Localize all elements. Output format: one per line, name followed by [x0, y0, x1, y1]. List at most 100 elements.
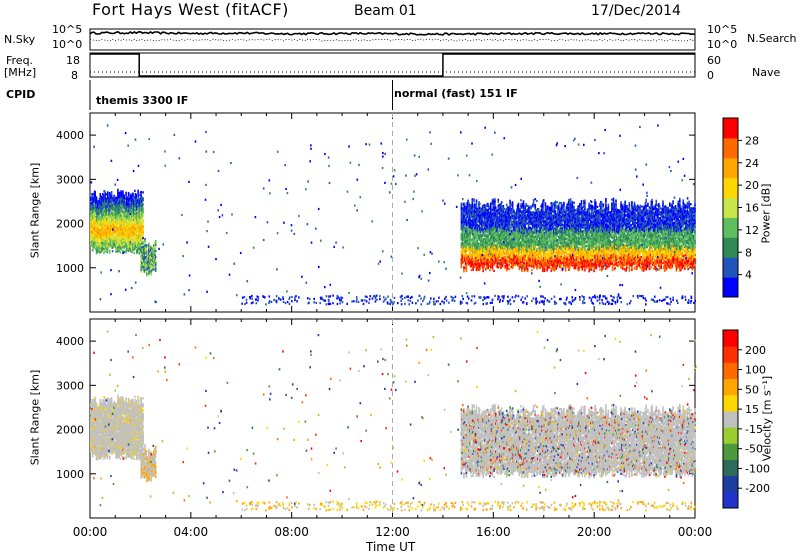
power-cell [119, 193, 121, 196]
velocity-cell [95, 421, 97, 424]
power-cell [137, 189, 139, 192]
velocity-cell [145, 454, 148, 457]
power-cell [120, 246, 123, 249]
velocity-cell [460, 470, 463, 473]
velocity-cell [142, 415, 144, 418]
velocity-cell [90, 402, 92, 405]
power-cell [103, 249, 105, 252]
velocity-cell [137, 414, 140, 417]
velocity-cell [104, 400, 107, 403]
power-cell [111, 220, 113, 224]
power-cell [117, 240, 120, 243]
velocity-cell [105, 448, 107, 451]
velocity-cell [103, 410, 105, 413]
power-cell [120, 208, 123, 211]
velocity-cell [139, 435, 142, 438]
velocity-cell [137, 397, 139, 400]
velocity-cell [141, 422, 144, 425]
power-cell [97, 199, 100, 203]
power-cell [103, 225, 105, 229]
x-axis-label: Time UT [366, 541, 415, 553]
velocity-cell [95, 404, 98, 407]
velocity-cell [126, 419, 129, 422]
power-cell [108, 198, 111, 201]
power-cell [125, 195, 127, 198]
power-cell [125, 251, 127, 254]
velocity-cell [135, 400, 137, 403]
power-cell [121, 198, 124, 202]
velocity-cell [141, 402, 143, 405]
velocity-cell [125, 403, 128, 406]
power-cell [460, 202, 463, 205]
power-cell [102, 195, 105, 198]
velocity-cell [142, 439, 144, 442]
velocity-cell [107, 401, 109, 404]
power-cell [107, 211, 109, 214]
velocity-cell [108, 402, 111, 405]
velocity-cell [132, 432, 134, 435]
power-cell [110, 197, 112, 200]
velocity-ytick-label: 2000 [56, 424, 84, 437]
velocity-cell [106, 447, 108, 450]
power-cell [138, 206, 141, 209]
power-cell [95, 205, 97, 209]
velocity-cell [110, 401, 113, 404]
n-sky-label: N.Sky [4, 34, 35, 45]
power-cell [93, 230, 95, 233]
noise-search-line [89, 38, 696, 42]
power-cell [111, 238, 113, 241]
power-cell [150, 273, 153, 276]
power-cell [142, 235, 144, 238]
velocity-cell [91, 417, 94, 420]
velocity-cell [125, 437, 128, 440]
power-cell [135, 213, 137, 217]
velocity-cell [98, 457, 101, 460]
velocity-cell [108, 443, 111, 446]
velocity-cell [137, 407, 139, 410]
velocity-cell [154, 445, 157, 449]
velocity-cell [154, 461, 157, 464]
power-cell [136, 237, 139, 240]
power-cell [93, 216, 95, 219]
velocity-cell [141, 406, 143, 409]
power-cell [121, 236, 124, 239]
power-cell [139, 227, 141, 230]
power-cell [141, 240, 143, 243]
power-cell [132, 224, 134, 227]
power-cell [120, 244, 123, 247]
power-cell [154, 265, 157, 268]
power-cell [120, 196, 122, 199]
power-cell [120, 204, 122, 207]
power-cell [127, 239, 129, 242]
velocity-colorbar-tick-label: 200 [745, 344, 766, 357]
velocity-cell [135, 451, 137, 454]
velocity-cell [139, 413, 142, 416]
power-cell [100, 249, 102, 252]
velocity-cell [90, 404, 92, 407]
nave-label: Nave [752, 67, 780, 78]
velocity-colorbar-tick-label: 15 [745, 403, 759, 416]
velocity-cell [139, 409, 141, 412]
power-cell [123, 213, 125, 216]
power-cell [123, 246, 125, 250]
power-cell [117, 214, 120, 217]
power-cell [109, 244, 112, 248]
velocity-cell [90, 434, 93, 437]
power-cell [137, 219, 139, 222]
velocity-cell [120, 418, 122, 421]
power-cell [117, 196, 119, 199]
power-cell [141, 216, 144, 219]
power-cell [119, 213, 122, 216]
velocity-cell [99, 401, 102, 404]
velocity-cell [138, 416, 141, 419]
velocity-cell [111, 444, 113, 447]
velocity-cell [131, 452, 133, 456]
velocity-cell [124, 423, 126, 426]
power-cell [154, 253, 156, 257]
velocity-cell [93, 432, 95, 435]
power-ytick-label: 1000 [56, 262, 84, 275]
velocity-colorbar-band [723, 362, 738, 380]
velocity-cell [104, 436, 107, 439]
power-cell [106, 251, 108, 254]
power-cell [106, 205, 108, 208]
